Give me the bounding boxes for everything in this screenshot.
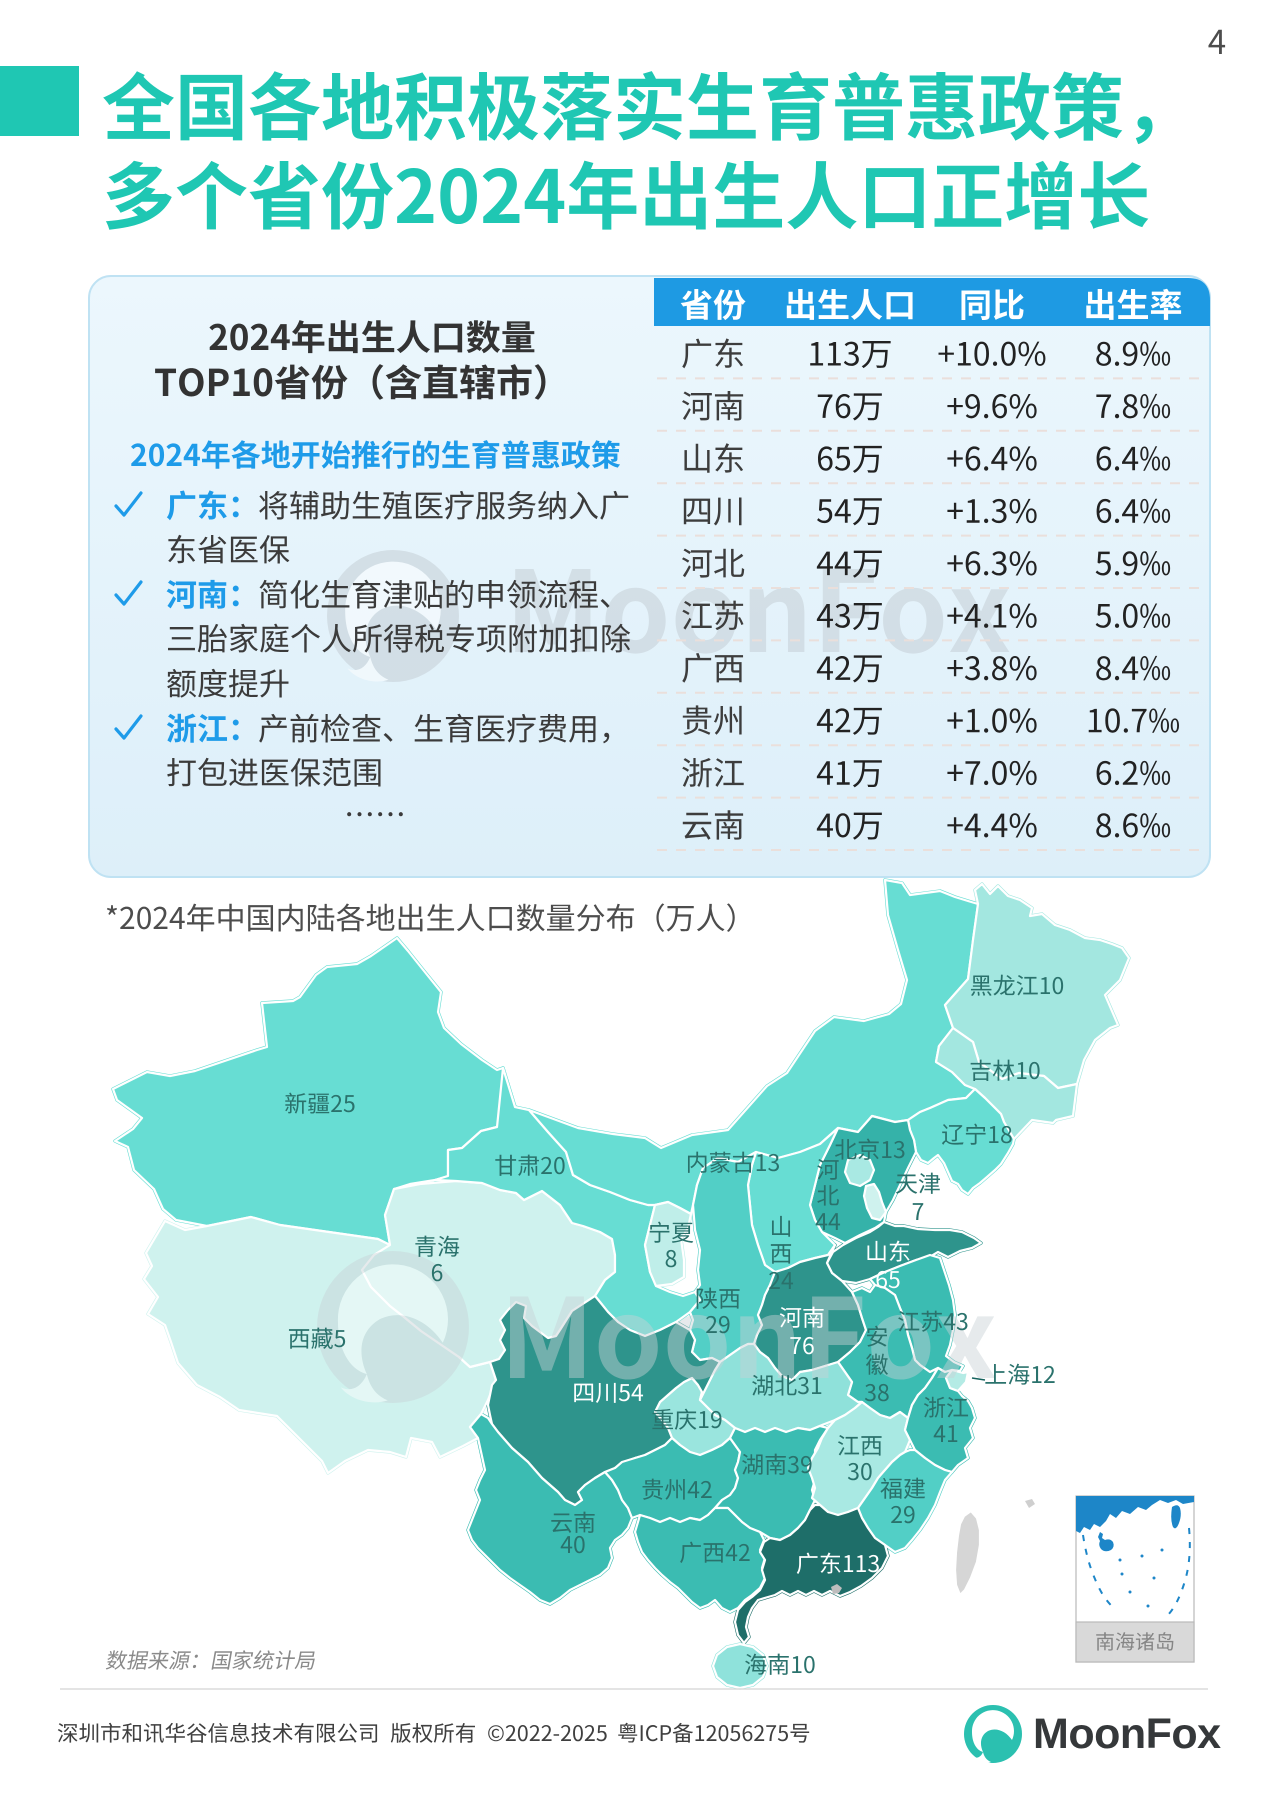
svg-text:MoonFox: MoonFox (1033, 1710, 1221, 1758)
